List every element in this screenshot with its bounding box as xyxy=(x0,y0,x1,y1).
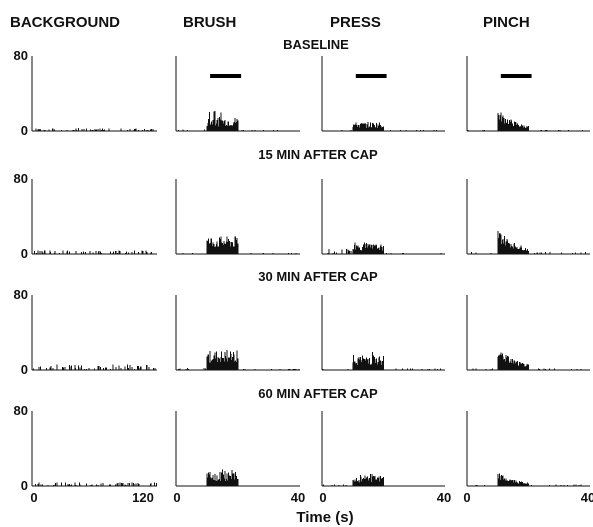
panel-1-1 xyxy=(175,179,300,255)
column-title-background: BACKGROUND xyxy=(10,14,120,31)
panel-2-1 xyxy=(175,295,300,371)
x-tick-press-0: 0 xyxy=(319,490,326,505)
x-tick-brush-0: 0 xyxy=(173,490,180,505)
y-tick-0: 0 xyxy=(21,478,28,493)
x-tick-press-40: 40 xyxy=(437,490,451,505)
row-title-60min: 60 MIN AFTER CAP xyxy=(258,386,378,401)
column-title-pinch: PINCH xyxy=(483,14,530,31)
x-tick-brush-40: 40 xyxy=(291,490,305,505)
row-title-30min: 30 MIN AFTER CAP xyxy=(258,269,378,284)
panel-0-1 xyxy=(175,56,300,132)
row-titles: BASELINE 15 MIN AFTER CAP 30 MIN AFTER C… xyxy=(258,37,378,401)
y-tick-80: 80 xyxy=(14,403,28,418)
column-titles: BACKGROUND BRUSH PRESS PINCH xyxy=(10,14,530,31)
y-tick-0: 0 xyxy=(21,246,28,261)
panel-3-3 xyxy=(466,411,590,487)
y-tick-0: 0 xyxy=(21,362,28,377)
panel-2-0: 80 0 xyxy=(14,287,157,377)
y-tick-80: 80 xyxy=(14,287,28,302)
panel-2-3 xyxy=(466,295,590,371)
panel-1-2 xyxy=(321,179,445,255)
x-tick-pinch-40: 40 xyxy=(581,490,593,505)
panel-0-2 xyxy=(321,56,445,132)
y-tick-0: 0 xyxy=(21,123,28,138)
x-tick-pinch-0: 0 xyxy=(463,490,470,505)
x-tick-background-120: 120 xyxy=(132,490,154,505)
panel-1-3 xyxy=(466,179,590,255)
panel-1-0: 80 0 xyxy=(14,171,157,261)
panel-3-0: 80 0 xyxy=(14,403,157,493)
x-tick-background-0: 0 xyxy=(30,490,37,505)
panel-3-1 xyxy=(175,411,300,487)
row-title-baseline: BASELINE xyxy=(283,37,349,52)
x-axis-label: Time (s) xyxy=(296,509,353,526)
row-title-15min: 15 MIN AFTER CAP xyxy=(258,147,378,162)
column-title-brush: BRUSH xyxy=(183,14,236,31)
panel-2-2 xyxy=(321,295,445,371)
histogram-panels: 80 0 80 0 80 0 80 0 xyxy=(14,48,590,493)
column-title-press: PRESS xyxy=(330,14,381,31)
panel-0-0: 80 0 xyxy=(14,48,157,138)
y-tick-80: 80 xyxy=(14,171,28,186)
panel-0-3 xyxy=(466,56,590,132)
panel-3-2 xyxy=(321,411,445,487)
y-tick-80: 80 xyxy=(14,48,28,63)
x-tick-labels: 0 120 0 40 0 40 0 40 xyxy=(30,490,593,505)
